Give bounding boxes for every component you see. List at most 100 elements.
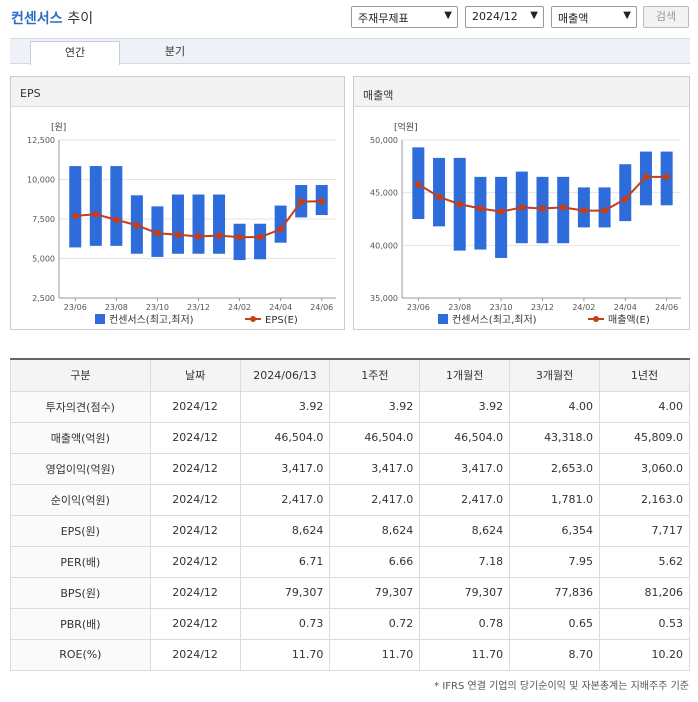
x-tick-label: 23/06 [407,303,430,312]
period-tabs: 연간 분기 [10,38,690,65]
table-header-cell: 구분 [10,358,151,392]
estimate-point [580,207,588,214]
table-cell: 0.72 [329,607,421,640]
table-cell: 3,060.0 [599,452,690,485]
table-row: 영업이익(억원) 2024/12 3,417.0 3,417.0 3,417.0 2,65… [10,452,690,485]
table-cell: 7.95 [509,545,601,578]
tab-annual[interactable]: 연간 [30,41,120,65]
metric-select[interactable]: 매출액 ▼ [551,6,637,28]
table-cell: ROE(%) [10,638,151,671]
table-cell: EPS(원) [10,514,151,547]
table-cell: 79,307 [239,576,331,609]
x-tick-label: 23/08 [105,303,128,312]
estimate-point [215,232,223,239]
estimate-point [456,200,464,208]
table-cell: 0.53 [599,607,690,640]
table-cell: 8,624 [419,514,511,547]
y-tick-label: 7,500 [32,215,55,224]
estimate-point [133,222,141,229]
metric-value: 매출액 [558,12,589,25]
footnote: * IFRS 연결 기업의 당기순이익 및 자본총계는 지배주주 기준 [434,681,689,692]
estimate-point [277,225,284,233]
table-cell: 79,307 [329,576,421,609]
table-cell: 3,417.0 [419,452,511,485]
estimate-point [621,195,629,203]
table-cell: 2024/12 [149,514,241,547]
table-cell: 79,307 [419,576,511,609]
table-cell: 8,624 [239,514,331,547]
legend-label: 컨센서스(최고,최저) [109,314,194,326]
search-button[interactable]: 검색 [643,6,689,28]
table-cell: 2024/12 [149,421,241,454]
table-cell: 46,504.0 [329,421,421,454]
table-cell: 순이익(억원) [10,483,151,516]
estimate-point [236,233,243,241]
table-header-cell: 1년전 [599,358,690,392]
consensus-bar [274,205,287,243]
consensus-bar [474,176,487,250]
x-tick-label: 23/12 [531,303,554,312]
table-row: 순이익(억원) 2024/12 2,417.0 2,417.0 2,417.0 1,781… [10,483,690,516]
tab-quarterly[interactable]: 분기 [164,45,186,58]
y-tick-label: 40,000 [370,241,398,250]
consensus-bar [619,164,632,222]
table-cell: PER(배) [10,545,151,578]
table-header-cell: 1개월전 [419,358,511,392]
consensus-bar [110,166,123,246]
table-cell: 1,781.0 [509,483,601,516]
chevron-down-icon: ▼ [444,10,452,21]
estimate-point [297,198,305,205]
table-cell: 3.92 [239,390,331,423]
title-rest: 추이 [67,11,94,27]
legend-swatch-point [593,316,599,322]
consensus-bar [213,194,226,254]
y-unit-label: [억원] [394,121,418,133]
table-cell: 46,504.0 [239,421,331,454]
estimate-point [92,210,100,218]
table-cell: 매출액(억원) [10,421,151,454]
table-cell: 3,417.0 [239,452,331,485]
legend-label: EPS(E) [265,315,298,326]
y-tick-label: 45,000 [370,189,398,198]
table-cell: 8.70 [509,638,601,671]
table-cell: 77,836 [509,576,601,609]
x-tick-label: 24/04 [269,303,292,312]
table-row: EPS(원) 2024/12 8,624 8,624 8,624 6,354 7,717 [10,514,690,547]
table-cell: 7.18 [419,545,511,578]
table-cell: 2,417.0 [329,483,421,516]
estimate-point [497,208,505,215]
table-cell: 0.65 [509,607,601,640]
table-row: 매출액(억원) 2024/12 46,504.0 46,504.0 46,504.0 43… [10,421,690,454]
table-cell: 7,717 [599,514,690,547]
legend-swatch-bar [438,314,448,324]
estimate-point [71,212,79,220]
table-cell: 11.70 [329,638,421,671]
x-tick-label: 24/02 [572,303,595,312]
table-cell: 3.92 [419,390,511,423]
consensus-bar [89,166,102,246]
estimate-point [435,193,443,201]
table-cell: 4.00 [509,390,601,423]
consensus-bar [495,176,508,258]
table-cell: 2024/12 [149,607,241,640]
date-select[interactable]: 2024/12 ▼ [465,6,544,28]
table-cell: 3,417.0 [329,452,421,485]
table-cell: 6.66 [329,545,421,578]
estimate-point [174,231,182,239]
revenue-chart-title: 매출액 [354,77,689,107]
table-header-cell: 3개월전 [509,358,601,392]
statement-type-value: 주재무제표 [358,12,409,25]
table-cell: 2024/12 [149,545,241,578]
table-cell: PBR(배) [10,607,151,640]
y-tick-label: 35,000 [370,294,398,303]
x-tick-label: 24/02 [228,303,251,312]
estimate-point [256,233,264,241]
x-tick-label: 24/06 [655,303,678,312]
x-tick-label: 23/12 [187,303,210,312]
table-cell: 투자의견(점수) [10,390,151,423]
statement-type-select[interactable]: 주재무제표 ▼ [351,6,458,28]
table-cell: 6,354 [509,514,601,547]
eps-chart: [원] 12,500 10,000 7,500 5,000 2,500 23/06 23/08… [27,122,336,326]
consensus-bar [69,166,82,248]
table-cell: 8,624 [329,514,421,547]
